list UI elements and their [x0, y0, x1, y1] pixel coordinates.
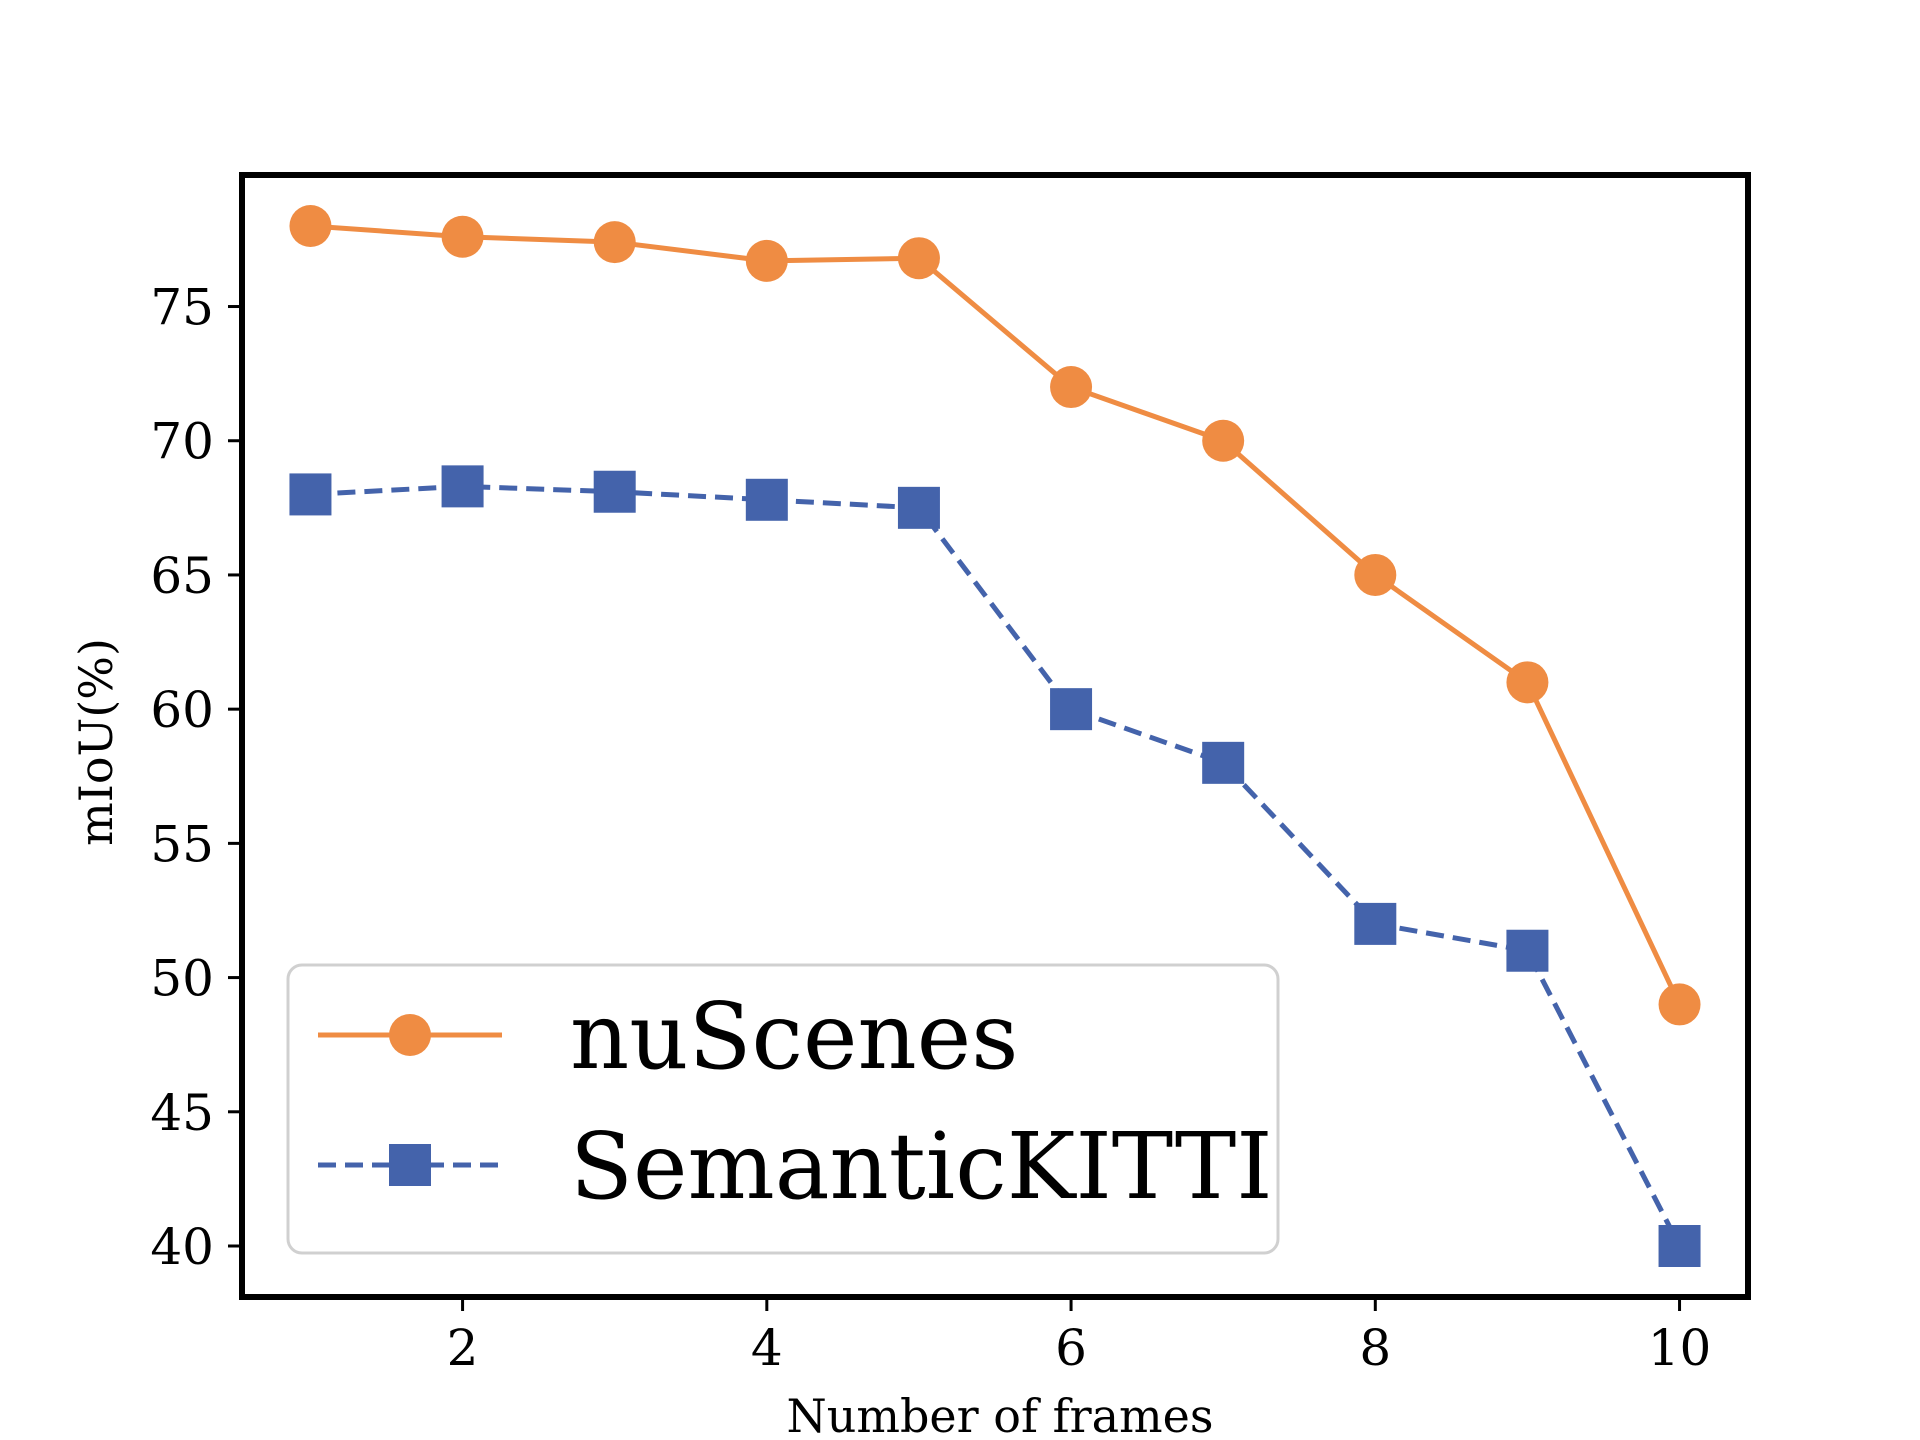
y-axis-label: mIoU(%): [69, 638, 123, 846]
legend-marker-nuscenes: [389, 1014, 431, 1056]
data-point-nuscenes: [593, 221, 636, 264]
y-tick-label: 40: [150, 1218, 214, 1276]
data-point-semantickitti: [897, 486, 940, 529]
data-point-nuscenes: [441, 215, 484, 258]
x-tick-label: 2: [447, 1319, 479, 1377]
data-point-nuscenes: [1354, 553, 1397, 596]
data-point-nuscenes: [1506, 661, 1549, 704]
plot-frame: [239, 172, 1751, 1300]
x-tick-label: 4: [751, 1319, 783, 1377]
data-point-nuscenes: [745, 239, 788, 282]
data-point-semantickitti: [1506, 929, 1549, 972]
y-tick-label: 70: [150, 413, 214, 471]
x-tick-label: 8: [1359, 1319, 1391, 1377]
data-point-semantickitti: [1658, 1225, 1701, 1267]
legend: nuScenes SemanticKITTI: [286, 963, 1280, 1255]
data-point-nuscenes: [1658, 983, 1701, 1026]
legend-label-nuscenes: nuScenes: [570, 983, 1018, 1090]
y-tick-label: 50: [150, 950, 214, 1008]
legend-label-semantickitti: SemanticKITTI: [570, 1113, 1273, 1220]
data-point-semantickitti: [1202, 741, 1245, 784]
data-point-semantickitti: [745, 478, 788, 521]
data-point-nuscenes: [1202, 419, 1245, 462]
y-tick-label: 60: [150, 681, 214, 739]
y-tick-label: 45: [150, 1084, 214, 1142]
data-point-semantickitti: [1050, 688, 1093, 731]
data-point-nuscenes: [289, 205, 332, 247]
data-point-nuscenes: [1050, 366, 1093, 409]
data-point-semantickitti: [593, 470, 636, 513]
ticks-layer: 2 4 6 8 10 40 45 50 55 60 65 70 75: [150, 279, 1711, 1377]
series-line-semantickitti: [310, 483, 1682, 1248]
data-point-semantickitti: [441, 465, 484, 508]
x-tick-label: 6: [1055, 1319, 1087, 1377]
data-point-nuscenes: [897, 237, 940, 280]
series-layer: [289, 205, 1701, 1267]
series-line-nuscenes: [310, 223, 1682, 1006]
legend-box: [286, 963, 1280, 1255]
y-tick-label: 75: [150, 279, 214, 337]
x-tick-label: 10: [1648, 1319, 1712, 1377]
data-point-semantickitti: [1354, 902, 1397, 945]
y-tick-label: 65: [150, 547, 214, 605]
x-axis-label: Number of frames: [786, 1389, 1213, 1440]
legend-marker-semantickitti: [389, 1144, 431, 1186]
data-point-semantickitti: [289, 473, 332, 516]
y-tick-label: 55: [150, 815, 214, 873]
